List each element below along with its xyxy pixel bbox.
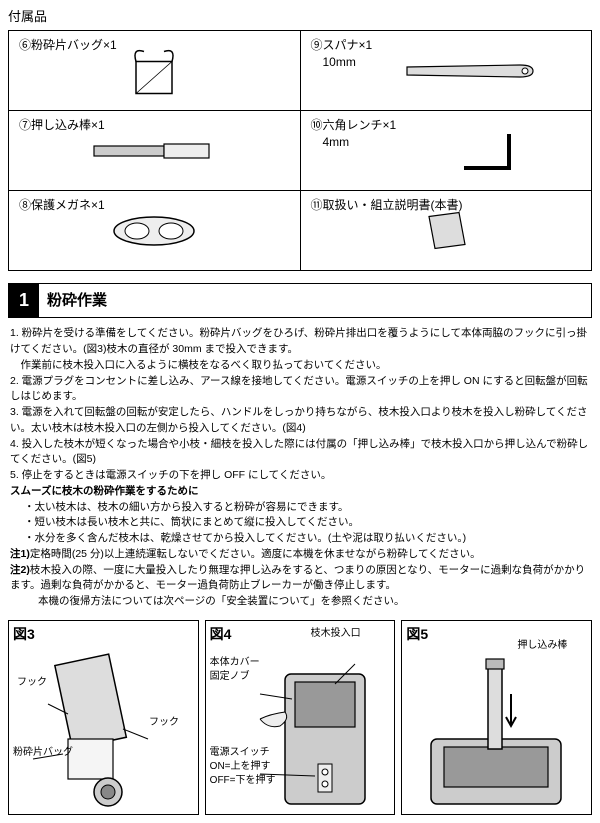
spanner-icon <box>405 59 545 83</box>
push-rod-icon <box>89 136 219 166</box>
hex-key-icon <box>454 126 524 176</box>
section-title: 粉砕作業 <box>39 290 107 311</box>
step-5: 5. 停止をするときは電源スイッチの下を押し OFF にしてください。 <box>10 468 590 484</box>
part-label: ⑩六角レンチ×1 <box>311 117 582 134</box>
figure-5: 図5 押し込み棒 <box>401 620 592 815</box>
fig3-hook2-label: フック <box>149 716 179 730</box>
fig3-bag-label: 粉砕片バッグ <box>13 746 73 760</box>
manual-icon <box>421 208 471 253</box>
fig4-title: 図4 <box>210 625 391 645</box>
part-label: ⑨スパナ×1 <box>311 37 582 54</box>
step-3: 3. 電源を入れて回転盤の回転が安定したら、ハンドルをしっかり持ちながら、枝木投… <box>10 405 590 437</box>
figures-row: 図3 フック フック 粉砕片バッグ 図4 本体カバー 固定ノブ 枝木投入口 <box>8 620 592 815</box>
note-2b: 本機の復帰方法については次ページの「安全装置について」を参照ください。 <box>10 594 590 610</box>
part-sub: 4mm <box>311 134 582 151</box>
instruction-body: 1. 粉砕片を受ける準備をしてください。粉砕片バッグをひろげ、粉砕片排出口を覆う… <box>8 326 592 610</box>
fig3-hook1-label: フック <box>17 676 47 690</box>
note-1: 注1)定格時間(25 分)以上連続運転しないでください。適度に本機を休ませながら… <box>10 547 590 563</box>
part-cell-8: ⑧保護メガネ×1 <box>9 191 301 271</box>
figure-3: 図3 フック フック 粉砕片バッグ <box>8 620 199 815</box>
step-1b: 作業前に枝木投入口に入るように横枝をなるべく取り払っておいてください。 <box>10 358 590 374</box>
accessories-table: ⑥粉砕片バッグ×1 ⑨スパナ×1 10mm ⑦押し込み棒×1 ⑩六角レンチ×1 … <box>8 30 592 271</box>
note-2a: 注2)枝木投入の際、一度に大量投入したり無理な押し込みをすると、つまりの原因とな… <box>10 563 590 595</box>
part-cell-10: ⑩六角レンチ×1 4mm <box>300 111 592 191</box>
note1-label: 注1) <box>10 548 30 560</box>
part-cell-6: ⑥粉砕片バッグ×1 <box>9 31 301 111</box>
step-1: 1. 粉砕片を受ける準備をしてください。粉砕片バッグをひろげ、粉砕片排出口を覆う… <box>10 326 590 358</box>
fig4-switch-label: 電源スイッチ ON=上を押す OFF=下を押す <box>210 746 276 788</box>
section-number: 1 <box>9 284 39 317</box>
fig4-inlet-label: 枝木投入口 <box>311 627 361 641</box>
step-2: 2. 電源プラグをコンセントに差し込み、アース線を接地してください。電源スイッチ… <box>10 374 590 406</box>
fig5-rod-label: 押し込み棒 <box>517 639 567 653</box>
part-cell-11: ⑪取扱い・組立説明書(本書) <box>300 191 592 271</box>
goggles-icon <box>109 211 199 251</box>
part-cell-7: ⑦押し込み棒×1 <box>9 111 301 191</box>
smooth-1: ・太い枝木は、枝木の細い方から投入すると粉砕が容易にできます。 <box>10 500 590 516</box>
fig3-title: 図3 <box>13 625 194 645</box>
fig4-knob-label: 本体カバー 固定ノブ <box>210 656 260 684</box>
section-header: 1 粉砕作業 <box>8 283 592 318</box>
step-4: 4. 投入した枝木が短くなった場合や小枝・細枝を投入した際には付属の「押し込み棒… <box>10 437 590 469</box>
smooth-3: ・水分を多く含んだ枝木は、乾燥させてから投入してください。(土や泥は取り払いくだ… <box>10 531 590 547</box>
accessories-header: 付属品 <box>8 8 592 26</box>
smooth-heading: スムーズに枝木の粉砕作業をするために <box>10 484 590 500</box>
bag-icon <box>124 43 184 98</box>
note2-text-a: 枝木投入の際、一度に大量投入したり無理な押し込みをすると、つまりの原因となり、モ… <box>10 564 585 592</box>
part-cell-9: ⑨スパナ×1 10mm <box>300 31 592 111</box>
note1-text: 定格時間(25 分)以上連続運転しないでください。適度に本機を休ませながら粉砕し… <box>30 548 481 560</box>
part-label: ⑦押し込み棒×1 <box>19 117 290 134</box>
figure-4: 図4 本体カバー 固定ノブ 枝木投入口 電源スイッチ ON=上を押す OFF=下… <box>205 620 396 815</box>
fig5-illustration <box>406 644 581 809</box>
note2-label: 注2) <box>10 564 30 576</box>
smooth-2: ・短い枝木は長い枝木と共に、筒状にまとめて縦に投入してください。 <box>10 515 590 531</box>
